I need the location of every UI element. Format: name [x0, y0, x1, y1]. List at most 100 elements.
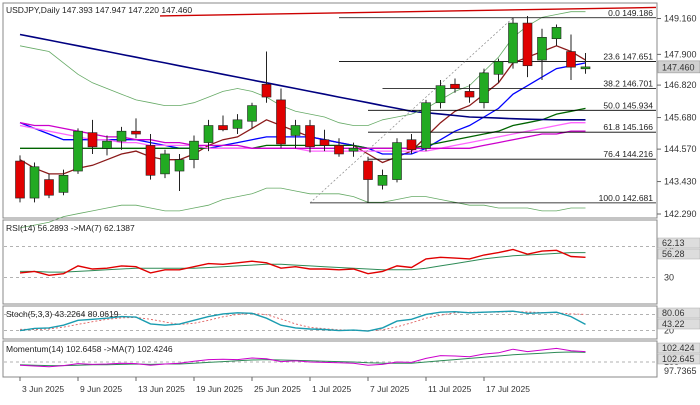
price-tick-label-5: 143.430 — [664, 177, 697, 187]
momentum-tick-label-2: 97.7365 — [664, 366, 697, 376]
candle-body-25 — [377, 175, 388, 186]
fib-label-0: 0.0 149.186 — [608, 8, 653, 18]
candle-body-29 — [435, 85, 446, 104]
candle-body-3 — [58, 175, 69, 193]
price-tick-label-3: 145.680 — [664, 113, 697, 123]
date-label-5: 1 Jul 2025 — [312, 384, 351, 394]
candle-body-11 — [174, 159, 185, 172]
rsi-value-label-1: 56.28 — [662, 249, 685, 259]
candle-body-23 — [348, 147, 359, 152]
candle-body-9 — [145, 145, 156, 176]
candle-body-30 — [450, 83, 460, 89]
fib-label-1: 23.6 147.651 — [603, 51, 653, 61]
candle-body-26 — [392, 142, 402, 180]
stoch-value-label-0: 80.06 — [662, 308, 685, 318]
candle-body-36 — [537, 36, 547, 61]
overlay-line-3 — [19, 122, 586, 152]
momentum-title: Momentum(14) 102.6458 ->MA(7) 102.4246 — [6, 344, 173, 354]
candle-body-27 — [406, 139, 417, 150]
candle-body-1 — [29, 166, 40, 199]
date-label-3: 19 Jun 2025 — [196, 384, 243, 394]
candle-body-37 — [551, 27, 562, 40]
rsi-line-0 — [20, 252, 586, 273]
price-axis: 149.160 147.900 146.820 145.680 144.570 143.4… — [657, 14, 700, 219]
candle-body-38 — [566, 51, 576, 68]
overlay-line-1 — [19, 62, 586, 155]
overlay-red-top-line — [159, 6, 657, 17]
momentum-value-badge-0 — [657, 342, 700, 354]
stoch-tick-label-1: 20 — [664, 326, 674, 336]
candle-body-33 — [493, 61, 504, 75]
stoch-pane-frame — [2, 305, 658, 340]
candle-body-32 — [479, 72, 489, 104]
date-label-4: 25 Jun 2025 — [254, 384, 301, 394]
price-tick-label-0: 149.160 — [664, 14, 697, 24]
candle-body-10 — [160, 153, 170, 175]
fib-label-6: 100.0 142.681 — [599, 193, 654, 203]
momentum-line-1 — [19, 347, 586, 368]
stoch-value-badge-1 — [657, 318, 700, 330]
candle-body-22 — [334, 145, 344, 155]
candle-body-19 — [290, 125, 301, 136]
price-tick-label-4: 144.570 — [664, 144, 697, 154]
candle-body-14 — [218, 125, 228, 131]
rsi-title: RSI(14) 56.2893 ->MA(7) 62.1387 — [6, 223, 135, 233]
rsi-tick-label-1: 30 — [664, 273, 674, 283]
overlay-line-2 — [20, 107, 586, 149]
date-label-6: 7 Jul 2025 — [370, 384, 409, 394]
date-label-7: 11 Jul 2025 — [428, 384, 472, 394]
fib-trend-line — [309, 17, 514, 204]
date-label-8: 17 Jul 2025 — [486, 384, 530, 394]
candle-body-13 — [203, 125, 214, 143]
rsi-value-badge-1 — [657, 248, 700, 260]
candle-body-8 — [131, 130, 141, 135]
rsi-line-1 — [19, 248, 586, 277]
candle-body-16 — [247, 105, 257, 122]
candle-body-5 — [87, 132, 98, 148]
candle-body-6 — [102, 140, 112, 149]
candle-body-4 — [73, 130, 83, 172]
stoch-value-label-1: 43.22 — [662, 319, 685, 329]
price-pane-frame — [2, 2, 658, 219]
date-label-0: 3 Jun 2025 — [22, 384, 64, 394]
overlay-line-6 — [19, 11, 586, 126]
candle-body-2 — [44, 179, 54, 196]
stoch-title: Stoch(5,3,3) 43.2264 80.0619 — [6, 309, 119, 319]
overlay-line-4 — [19, 122, 586, 149]
momentum-value-label-0: 102.424 — [662, 343, 695, 353]
overlay-line-7 — [19, 187, 586, 229]
candle-body-12 — [189, 140, 199, 160]
candle-body-28 — [421, 102, 431, 149]
last-price-label: 147.460 — [662, 62, 695, 72]
price-tick-label-2: 146.820 — [664, 80, 697, 90]
stoch-value-badge-0 — [657, 307, 700, 319]
momentum-value-badge-1 — [657, 353, 700, 365]
date-axis: 3 Jun 2025 9 Jun 2025 13 Jun 2025 19 Jun 20… — [19, 377, 530, 394]
fibonacci-levels: 0.0 149.186 23.6 147.651 38.2 146.701 50.0 … — [309, 8, 656, 204]
candle-body-24 — [363, 160, 373, 180]
candle-body-20 — [305, 125, 315, 148]
rsi-value-label-0: 62.13 — [662, 238, 685, 248]
candle-body-15 — [232, 119, 243, 129]
candle-body-34 — [508, 22, 518, 64]
date-label-2: 13 Jun 2025 — [138, 384, 185, 394]
candle-body-35 — [522, 22, 533, 67]
date-label-1: 9 Jun 2025 — [80, 384, 122, 394]
fib-label-2: 38.2 146.701 — [603, 78, 653, 88]
stoch-line-1 — [19, 310, 586, 332]
price-tick-label-6: 142.290 — [664, 209, 697, 219]
last-price-badge — [657, 60, 700, 74]
overlay-line-5 — [19, 33, 586, 121]
fib-label-4: 61.8 145.166 — [603, 122, 653, 132]
momentum-pane-frame — [2, 340, 658, 378]
candlesticks — [15, 15, 591, 203]
candle-body-0 — [15, 160, 25, 199]
candle-body-7 — [116, 130, 127, 142]
candle-body-31 — [464, 91, 475, 98]
price-tick-label-1: 147.900 — [664, 49, 697, 59]
